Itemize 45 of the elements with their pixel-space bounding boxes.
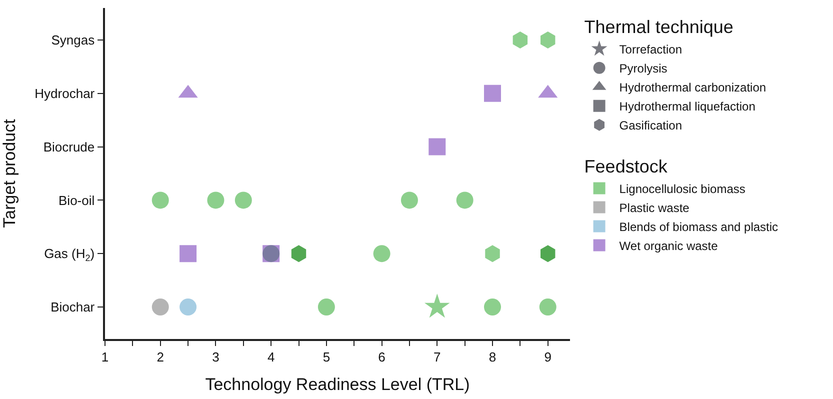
y-tick-label: Syngas (51, 32, 96, 48)
y-axis-title: Target product (0, 118, 19, 228)
point (539, 298, 556, 316)
legend-label: Plastic waste (619, 200, 690, 215)
x-tick-label: 6 (378, 349, 386, 364)
legend-label: Lignocellulosic biomass (619, 182, 746, 196)
point (152, 298, 169, 316)
point (318, 298, 335, 316)
y-tick-label: Hydrochar (34, 86, 96, 101)
legend-label: Blends of biomass and plastic (619, 220, 778, 234)
y-tick-label: Bio-oil (58, 192, 95, 208)
legend-label: Gasification (619, 118, 682, 133)
x-tick-label: 1 (101, 349, 109, 364)
point (484, 84, 501, 102)
point (484, 298, 501, 316)
point (540, 245, 556, 262)
point (373, 245, 390, 262)
y-tick-label: Biochar (50, 300, 96, 315)
text: Thermal technique (584, 17, 734, 38)
point (485, 245, 500, 262)
point (400, 192, 418, 209)
legend-label: Hydrothermal carbonization (619, 80, 766, 95)
point (180, 298, 197, 316)
point (428, 138, 446, 156)
legend-label: Wet organic waste (619, 238, 718, 253)
x-tick-label: 9 (544, 349, 552, 364)
legend-label: Pyrolysis (619, 62, 668, 76)
x-tick-label: 3 (212, 349, 220, 364)
point (456, 192, 474, 209)
text: Feedstock (584, 156, 668, 177)
y-tick-label: Gas (H$_{2}$) (44, 246, 95, 263)
point (540, 32, 556, 49)
x-tick-label: 8 (488, 349, 496, 364)
y-tick-label: Biocrude (43, 139, 95, 154)
legend-label: Hydrothermal liquefaction (619, 100, 756, 114)
x-axis-title: Technology Readiness Level (TRL) (205, 375, 470, 394)
point (424, 294, 450, 318)
point (180, 245, 197, 262)
x-tick-label: 7 (434, 349, 441, 364)
point (234, 192, 252, 209)
x-tick-label: 4 (267, 349, 275, 364)
point (207, 192, 224, 209)
legend-label: Torrefaction (619, 42, 682, 57)
x-tick-label: 5 (322, 349, 330, 364)
x-tick-label: 2 (156, 349, 164, 364)
